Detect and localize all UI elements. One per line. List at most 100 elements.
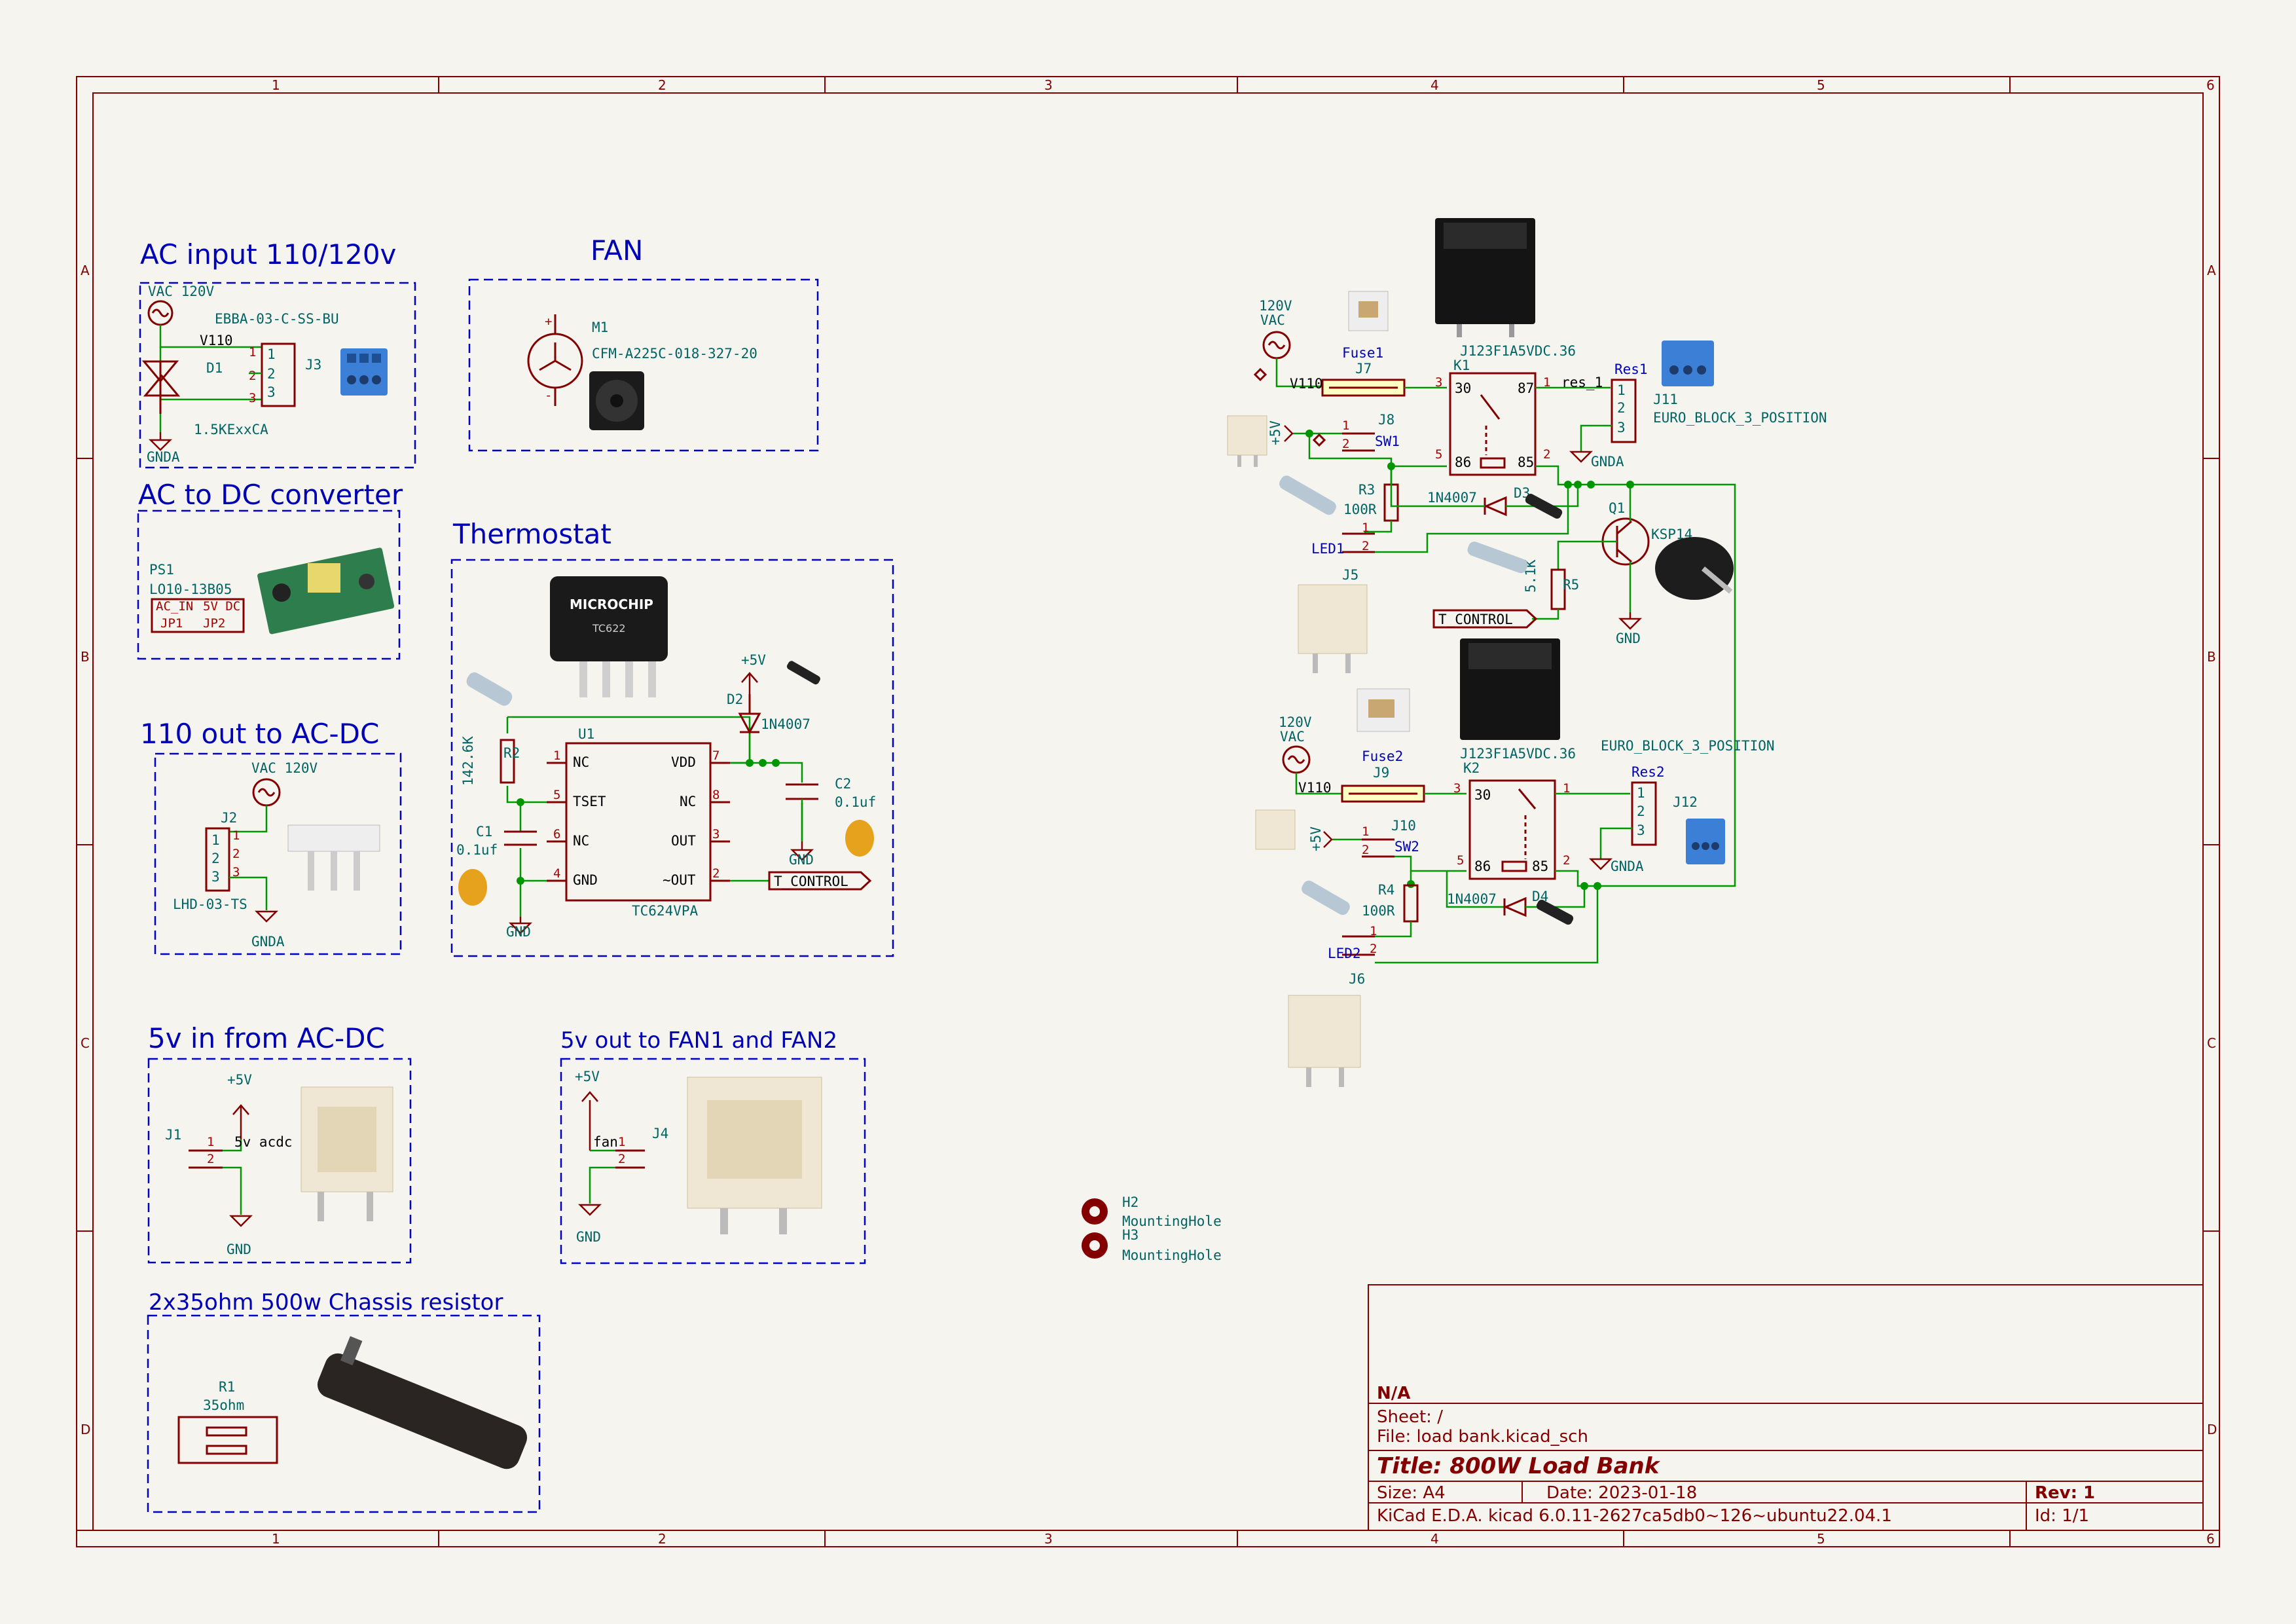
gnda-symbol bbox=[1588, 858, 1613, 870]
pin-num: 3 bbox=[249, 391, 256, 405]
resistor-r2 bbox=[500, 739, 515, 784]
gnd-label: GND bbox=[506, 924, 531, 940]
u1-value: TC624VPA bbox=[632, 903, 699, 919]
transistor-image bbox=[1655, 537, 1734, 600]
sw-ref: SW2 bbox=[1394, 839, 1419, 855]
pin-85: 85 bbox=[1532, 858, 1548, 874]
pin-num: 4 bbox=[553, 866, 560, 881]
chip-brand: MICROCHIP bbox=[570, 597, 653, 612]
pin-num: 1 bbox=[1370, 924, 1377, 938]
r4-ref: R4 bbox=[1378, 882, 1394, 898]
pin-num: 2 bbox=[1362, 539, 1369, 553]
pin-30: 30 bbox=[1474, 787, 1491, 803]
pin-num: 3 bbox=[232, 865, 240, 879]
pin-86: 86 bbox=[1474, 858, 1491, 874]
j2-ref: J2 bbox=[221, 810, 237, 826]
pin-num: 2 bbox=[1362, 843, 1369, 857]
gnd-label: GND bbox=[1616, 631, 1641, 646]
pin-86: 86 bbox=[1455, 454, 1471, 470]
pin-num: 2 bbox=[232, 847, 240, 861]
tool-version: KiCad E.D.A. kicad 6.0.11-2627ca5db0~126… bbox=[1377, 1506, 1892, 1526]
sheet-date: Date: 2023-01-18 bbox=[1546, 1483, 1697, 1503]
u1-ref: U1 bbox=[578, 726, 594, 742]
pin-name: NC bbox=[680, 794, 696, 809]
vac-label: 120V bbox=[1259, 298, 1292, 314]
t-control-label bbox=[1432, 609, 1538, 629]
r2-value: 142.6K bbox=[460, 736, 476, 786]
connector-pin: 2 bbox=[1617, 400, 1626, 416]
r1-ref: R1 bbox=[219, 1379, 235, 1395]
pin-num: 3 bbox=[1435, 375, 1442, 390]
pin-name: OUT bbox=[671, 833, 696, 849]
chassis-resistor-image bbox=[317, 1336, 528, 1469]
j4-ref: J4 bbox=[652, 1126, 668, 1141]
thermostat-block: Thermostat MICROCHIP TC622 U1 TC624VPA N… bbox=[450, 518, 894, 957]
gnda-symbol bbox=[148, 439, 173, 451]
pin-num: 3 bbox=[712, 827, 720, 841]
c1-value: 0.1uf bbox=[456, 842, 498, 858]
net-v110: V110 bbox=[1290, 376, 1323, 392]
gnd-symbol bbox=[577, 1204, 602, 1216]
j10-ref: J10 bbox=[1391, 818, 1416, 834]
pin-num: 1 bbox=[1362, 521, 1369, 535]
r3-value: 100R bbox=[1343, 502, 1377, 517]
j1-ref: J1 bbox=[165, 1127, 181, 1143]
d1-value: 1.5KExxCA bbox=[194, 422, 268, 437]
gnda-label: GNDA bbox=[147, 449, 180, 465]
part-label: EBBA-03-C-SS-BU bbox=[215, 311, 339, 327]
pin-85: 85 bbox=[1518, 454, 1534, 470]
connector-pin: 1 bbox=[267, 346, 276, 362]
m1-ref: M1 bbox=[592, 320, 608, 335]
company-name: N/A bbox=[1377, 1384, 1410, 1403]
gnd-label: GND bbox=[789, 852, 814, 868]
c1-ref: C1 bbox=[476, 824, 492, 840]
fan-image bbox=[589, 371, 644, 430]
plus5v-label: +5V bbox=[227, 1072, 252, 1088]
revision: Rev: 1 bbox=[2035, 1483, 2095, 1503]
pin-num: 6 bbox=[553, 827, 560, 841]
led-ref: LED1 bbox=[1311, 541, 1345, 557]
t-control-text: T_CONTROL bbox=[774, 874, 848, 889]
k2-value: J123F1A5VDC.36 bbox=[1460, 746, 1576, 762]
pin-87: 87 bbox=[1518, 380, 1534, 396]
pin-num: 2 bbox=[618, 1152, 625, 1166]
vac-label: VAC bbox=[1260, 312, 1285, 328]
gnda-label: GNDA bbox=[251, 934, 285, 950]
pin-num: 5 bbox=[1435, 447, 1442, 462]
j12-value: EURO_BLOCK_3_POSITION bbox=[1601, 738, 1775, 754]
plus5v-label: +5V bbox=[741, 652, 766, 668]
pin-num: 5 bbox=[553, 788, 560, 802]
r2-ref: R2 bbox=[503, 745, 520, 761]
col-label: 1 bbox=[272, 1531, 280, 1547]
pin-num: 1 bbox=[1342, 418, 1349, 433]
pin-num: 1 bbox=[1563, 781, 1570, 796]
row-label: B bbox=[2207, 649, 2216, 665]
ac-input-block: AC input 110/120v VAC 120V EBBA-03-C-SS-… bbox=[139, 238, 416, 469]
fuse-holder-image bbox=[1348, 291, 1389, 331]
resistor-image bbox=[466, 672, 513, 706]
pin-30: 30 bbox=[1455, 380, 1471, 396]
sine-icon bbox=[151, 308, 170, 318]
plus5v-label: +5V bbox=[575, 1069, 600, 1084]
vac-label: 120V bbox=[1279, 714, 1312, 730]
header-image bbox=[301, 1086, 393, 1221]
connector-image bbox=[287, 824, 380, 891]
pin-num: 1 bbox=[232, 828, 240, 843]
connector-pin: 2 bbox=[1637, 803, 1645, 819]
t-control-label bbox=[768, 871, 872, 891]
pin-num: 1 bbox=[1543, 375, 1550, 390]
jp1-label: JP1 bbox=[160, 616, 183, 631]
row-label: D bbox=[2207, 1422, 2217, 1437]
pin-num: 5 bbox=[1457, 853, 1464, 868]
plus5v-label: +5V bbox=[1267, 420, 1283, 445]
capacitor-image bbox=[845, 820, 874, 857]
chip-part: TC622 bbox=[592, 622, 626, 635]
j11-value: EURO_BLOCK_3_POSITION bbox=[1653, 410, 1827, 426]
psu-board-image bbox=[257, 547, 395, 635]
net-v110: V110 bbox=[200, 333, 233, 348]
out-110-block: 110 out to AC-DC VAC 120V 1 2 3 1 2 3 J2… bbox=[140, 718, 402, 955]
gnd-symbol bbox=[508, 922, 533, 934]
resistor-r4 bbox=[1403, 884, 1419, 923]
minus-mark: - bbox=[545, 388, 552, 403]
vac-label: VAC 120V bbox=[251, 760, 318, 776]
